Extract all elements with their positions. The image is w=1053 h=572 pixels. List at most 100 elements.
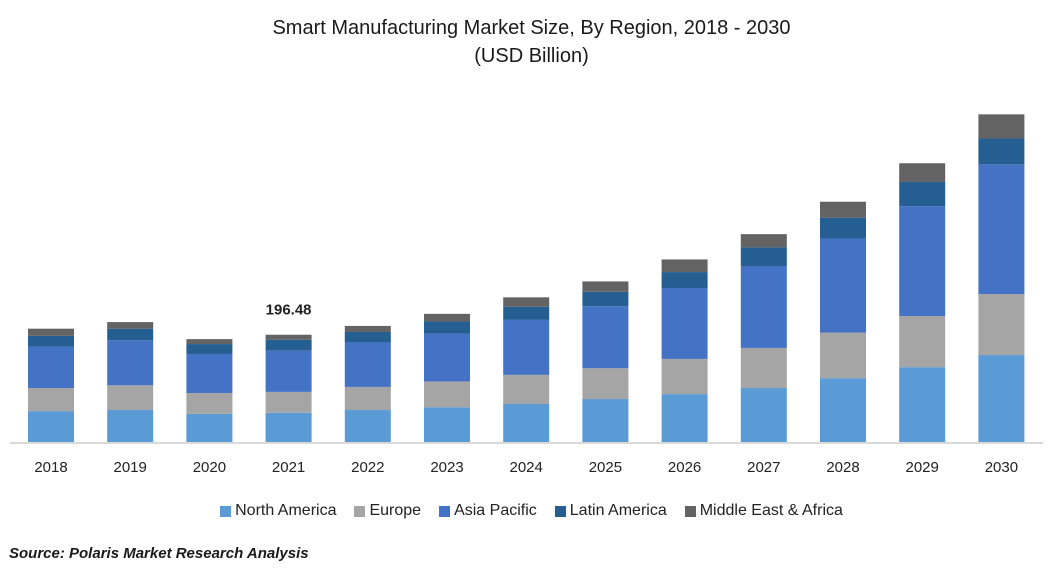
bar-segment-middle-east-africa-2030 xyxy=(978,114,1025,139)
x-tick-label: 2019 xyxy=(114,459,147,476)
x-tick-label: 2023 xyxy=(430,459,463,476)
bar-segment-north-america-2029 xyxy=(899,367,946,443)
bar-segment-middle-east-africa-2026 xyxy=(661,259,708,273)
bar-segment-latin-america-2026 xyxy=(661,272,708,289)
bar-segment-latin-america-2030 xyxy=(978,138,1025,165)
bar-segment-north-america-2022 xyxy=(344,410,391,443)
legend-swatch xyxy=(439,505,451,517)
bar-segment-middle-east-africa-2022 xyxy=(344,325,391,332)
x-tick-label: 2018 xyxy=(34,459,67,476)
x-tick-labels: 2018 2019 2020 2021 2022 2023 2024 2025 2026 2027… xyxy=(34,459,1018,476)
chart-title: Smart Manufacturing Market Size, By Regi… xyxy=(0,14,1053,70)
bar-segment-asia-pacific-2029 xyxy=(899,206,946,317)
x-tick-label: 2020 xyxy=(193,459,226,476)
x-tick-label: 2027 xyxy=(747,459,780,476)
bar-segment-asia-pacific-2025 xyxy=(582,306,629,369)
data-label-total: 196.48 xyxy=(266,302,312,319)
x-tick-label: 2026 xyxy=(668,459,701,476)
bar-segment-middle-east-africa-2029 xyxy=(899,163,946,182)
bar-segment-europe-2019 xyxy=(107,385,154,411)
annotations: 196.48 xyxy=(266,302,312,319)
legend-label: North America xyxy=(235,502,337,519)
bar-segment-latin-america-2029 xyxy=(899,181,946,207)
bar-segment-europe-2027 xyxy=(740,347,787,389)
bar-segment-middle-east-africa-2021 xyxy=(265,334,312,340)
legend-label: Asia Pacific xyxy=(454,502,537,519)
stacked-bar-chart: 2018 2019 2020 2021 2022 2023 2024 2025 2026 2027… xyxy=(10,114,1043,476)
bar-segment-europe-2026 xyxy=(661,358,708,395)
legend-swatch xyxy=(354,505,366,517)
bar-segment-asia-pacific-2020 xyxy=(186,353,233,393)
bar-segment-europe-2020 xyxy=(186,392,233,414)
bar-segment-europe-2021 xyxy=(265,391,312,413)
bar-segment-north-america-2028 xyxy=(820,378,866,443)
bar-segment-middle-east-africa-2025 xyxy=(582,281,629,292)
bar-segment-north-america-2020 xyxy=(186,413,233,443)
bar-segment-asia-pacific-2024 xyxy=(503,319,550,375)
legend-swatch xyxy=(554,505,566,517)
bar-segment-latin-america-2020 xyxy=(186,344,233,354)
legend-label: Europe xyxy=(369,502,422,519)
bar-segment-asia-pacific-2022 xyxy=(344,342,391,387)
bar-segment-latin-america-2021 xyxy=(265,339,312,351)
legend-label: Middle East & Africa xyxy=(699,502,843,519)
bar-segment-north-america-2023 xyxy=(424,407,470,443)
bar-segment-north-america-2019 xyxy=(107,410,154,443)
x-tick-label: 2029 xyxy=(906,459,939,476)
bar-segment-latin-america-2019 xyxy=(107,328,154,341)
legend-item: Latin America xyxy=(554,502,667,520)
bar-segment-middle-east-africa-2018 xyxy=(28,328,74,336)
bar-segment-latin-america-2027 xyxy=(740,247,787,267)
bar-segment-north-america-2025 xyxy=(582,399,629,443)
x-tick-label: 2025 xyxy=(589,459,622,476)
bar-segment-north-america-2018 xyxy=(28,411,74,443)
bar-segment-europe-2022 xyxy=(344,386,391,411)
bar-segment-asia-pacific-2018 xyxy=(28,346,74,389)
bar-segment-latin-america-2024 xyxy=(503,306,550,320)
bar-segment-europe-2023 xyxy=(424,381,470,408)
legend-label: Latin America xyxy=(569,502,667,519)
legend: North America Europe Asia Pacific Latin Ame… xyxy=(0,502,1053,520)
bar-segment-latin-america-2025 xyxy=(582,291,629,307)
bar-segment-latin-america-2022 xyxy=(344,331,391,343)
bar-segment-europe-2030 xyxy=(978,294,1025,356)
legend-item: Europe xyxy=(354,502,421,520)
bar-segment-europe-2024 xyxy=(503,374,550,404)
bar-segment-north-america-2026 xyxy=(661,394,708,443)
bar-segment-north-america-2021 xyxy=(265,412,312,443)
bar-segment-europe-2029 xyxy=(899,316,946,368)
title-main: Smart Manufacturing Market Size, By Regi… xyxy=(272,17,791,39)
bar-segment-latin-america-2018 xyxy=(28,335,74,347)
x-tick-label: 2024 xyxy=(510,459,543,476)
x-tick-label: 2022 xyxy=(351,459,384,476)
x-tick-label: 2021 xyxy=(272,459,305,476)
x-tick-label: 2028 xyxy=(826,459,859,476)
bar-segment-middle-east-africa-2019 xyxy=(107,322,154,329)
bar-segment-asia-pacific-2019 xyxy=(107,340,154,386)
bar-segment-europe-2028 xyxy=(820,332,866,379)
bar-segment-north-america-2027 xyxy=(740,388,787,443)
bar-segment-asia-pacific-2028 xyxy=(820,238,866,333)
bar-segment-north-america-2024 xyxy=(503,403,550,443)
bar-segment-middle-east-africa-2023 xyxy=(424,313,470,322)
source-note: Source: Polaris Market Research Analysis xyxy=(9,545,309,562)
legend-item: North America xyxy=(220,502,336,520)
bar-segment-asia-pacific-2030 xyxy=(978,164,1025,295)
legend-item: Asia Pacific xyxy=(439,502,537,520)
bar-segment-middle-east-africa-2028 xyxy=(820,201,866,218)
x-tick-label: 2030 xyxy=(985,459,1018,476)
bar-segment-europe-2025 xyxy=(582,368,629,400)
bar-segment-asia-pacific-2027 xyxy=(740,266,787,348)
bar-segment-north-america-2030 xyxy=(978,355,1025,443)
bar-segment-middle-east-africa-2027 xyxy=(740,234,787,248)
bar-segment-middle-east-africa-2024 xyxy=(503,297,550,307)
bar-segment-latin-america-2028 xyxy=(820,217,866,239)
title-subtitle: (USD Billion) xyxy=(474,45,589,67)
bar-segment-latin-america-2023 xyxy=(424,321,470,334)
legend-swatch xyxy=(220,505,232,517)
legend-swatch xyxy=(684,505,696,517)
bar-segment-asia-pacific-2023 xyxy=(424,333,470,382)
bar-segment-asia-pacific-2026 xyxy=(661,288,708,359)
bars-group xyxy=(28,114,1025,443)
bar-segment-middle-east-africa-2020 xyxy=(186,339,233,345)
